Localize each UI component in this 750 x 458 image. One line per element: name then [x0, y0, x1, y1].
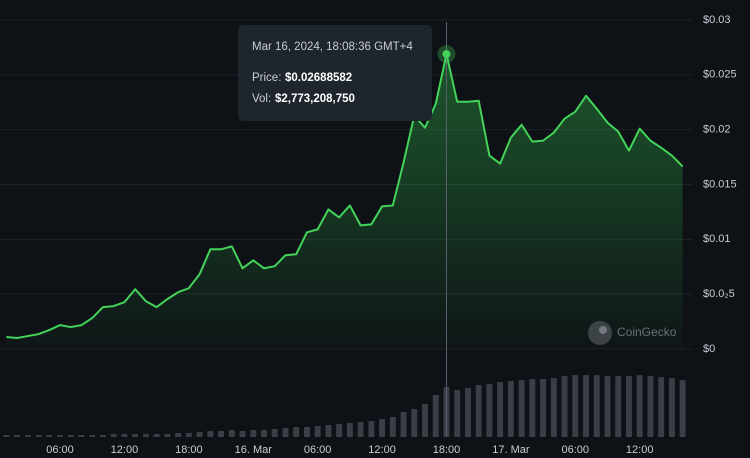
volume-bar — [561, 376, 568, 437]
volume-bar — [325, 425, 332, 437]
volume-bar — [132, 434, 139, 437]
volume-bar — [658, 377, 665, 437]
volume-bar — [486, 384, 493, 437]
volume-bar — [636, 375, 643, 437]
y-tick-label: $0.025 — [703, 69, 737, 81]
volume-bar — [389, 417, 396, 437]
tooltip-date: Mar 16, 2024, 18:08:36 GMT+4 — [252, 41, 413, 53]
volume-bar — [507, 381, 514, 437]
tooltip-vol-label: Vol: — [252, 93, 271, 105]
volume-bar — [497, 382, 504, 437]
volume-bar — [583, 375, 589, 437]
volume-bar — [46, 435, 53, 437]
volume-bar — [647, 376, 654, 437]
hover-point — [442, 50, 451, 59]
volume-bar — [153, 434, 160, 437]
volume-bar — [89, 435, 96, 437]
volume-bar — [175, 433, 182, 437]
volume-bar — [239, 431, 246, 437]
volume-bar — [100, 435, 106, 437]
volume-bar — [14, 435, 21, 437]
volume-bar — [78, 435, 85, 437]
volume-bar — [261, 430, 267, 437]
volume-bar — [164, 434, 171, 437]
x-tick-label: 06:00 — [304, 444, 332, 456]
volume-bar — [475, 385, 482, 437]
x-tick-label: 18:00 — [433, 444, 461, 456]
volume-bar — [626, 376, 632, 437]
y-tick-label: $0 — [703, 343, 715, 355]
price-area-fill — [6, 54, 683, 350]
volume-bar — [121, 434, 128, 437]
volume-bar — [540, 379, 547, 437]
volume-bar — [142, 434, 149, 437]
ticks: $0 $0.0₂5 $0.01 $0.015 $0.02 $0.025 $0.03 06:00… — [46, 14, 736, 456]
watermark: CoinGecko — [588, 321, 677, 345]
x-tick-label: 06:00 — [562, 444, 590, 456]
volume-bar — [314, 426, 321, 437]
volume-bar — [529, 379, 536, 437]
volume-bar — [24, 435, 31, 437]
watermark-text: CoinGecko — [617, 325, 677, 339]
volume-bar — [185, 433, 192, 437]
hover — [437, 22, 456, 437]
volume-bar — [35, 435, 42, 437]
volume-bar — [293, 427, 300, 437]
y-tick-label: $0.0₂5 — [703, 288, 735, 300]
volume-bar — [250, 430, 257, 437]
x-tick-label: 18:00 — [175, 444, 203, 456]
volume-bars — [3, 375, 686, 437]
volume-bar — [357, 422, 364, 437]
x-tick-label: 17. Mar — [492, 444, 530, 456]
volume-bar — [282, 428, 289, 437]
volume-bar — [604, 376, 611, 437]
price-line — [6, 53, 684, 340]
volume-bar — [57, 435, 63, 437]
tooltip-box — [238, 25, 432, 121]
volume-bar — [572, 375, 579, 437]
volume-bar — [228, 430, 235, 437]
volume-bar — [218, 431, 225, 437]
x-tick-label: 06:00 — [46, 444, 74, 456]
volume-bar — [207, 431, 214, 437]
x-tick-label: 12:00 — [111, 444, 139, 456]
y-tick-label: $0.02 — [703, 124, 731, 136]
volume-bar — [336, 424, 343, 437]
volume-bar — [379, 419, 386, 437]
volume-bar — [454, 390, 461, 437]
volume-bar — [3, 435, 10, 437]
volume-bar — [271, 429, 278, 437]
tooltip-vol: $2,773,208,750 — [275, 93, 355, 105]
tooltip: Mar 16, 2024, 18:08:36 GMT+4 Price: $0.0… — [238, 25, 432, 121]
volume-bar — [67, 435, 74, 437]
x-tick-label: 12:00 — [368, 444, 396, 456]
tooltip-price-label: Price: — [252, 72, 281, 84]
volume-bar — [400, 412, 407, 437]
volume-bar — [615, 376, 622, 437]
volume-bar — [432, 395, 439, 437]
volume-bar — [550, 378, 557, 437]
volume-bar — [593, 375, 600, 437]
volume-bar — [368, 421, 375, 437]
x-tick-label: 12:00 — [626, 444, 654, 456]
volume-bar — [110, 434, 117, 437]
volume-bar — [196, 432, 203, 437]
tooltip-price: $0.02688582 — [285, 72, 352, 84]
price-area — [6, 53, 684, 350]
volume-bar — [518, 380, 525, 437]
volume-bar — [422, 404, 428, 437]
volume-bar — [411, 409, 418, 437]
volume-bar — [464, 388, 471, 437]
volume-bar — [346, 423, 353, 437]
x-tick-label: 16. Mar — [235, 444, 273, 456]
y-tick-label: $0.015 — [703, 178, 737, 190]
y-tick-label: $0.01 — [703, 233, 731, 245]
volume-bar — [668, 378, 675, 437]
volume-bar — [679, 380, 686, 437]
y-tick-label: $0.03 — [703, 14, 731, 26]
volume-bar — [303, 427, 310, 437]
